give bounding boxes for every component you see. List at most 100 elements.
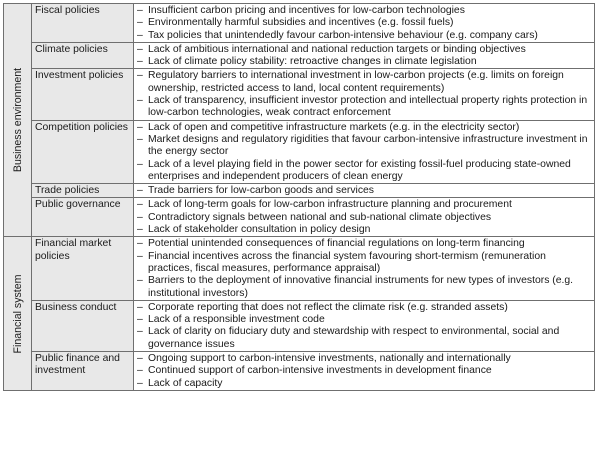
group-cell: Business environment: [3, 2, 32, 238]
list-item-text: Lack of capacity: [148, 377, 223, 389]
list-item: – Lack of clarity on fiduciary duty and s…: [137, 326, 591, 351]
list-item-text: Lack of a responsible investment code: [148, 314, 325, 326]
list-item: – Lack of ambitious international and nat…: [137, 44, 591, 56]
category-cell: Investment policies: [31, 68, 134, 121]
list-item-text: Ongoing support to carbon-intensive inve…: [148, 353, 511, 365]
category-cell: Trade policies: [31, 183, 134, 199]
dash-bullet: –: [137, 95, 143, 107]
list-item-text: Lack of ambitious international and nati…: [148, 43, 526, 55]
list-item: – Lack of long-term goals for low-carbon …: [137, 199, 591, 211]
dash-bullet: –: [137, 314, 143, 326]
list-item-text: Market designs and regulatory rigidities…: [148, 133, 588, 158]
list-item: – Barriers to the deployment of innovativ…: [137, 275, 591, 300]
dash-bullet: –: [137, 199, 143, 211]
list-item: – Corporate reporting that does not refle…: [137, 302, 591, 314]
list-item: – Financial incentives across the financi…: [137, 251, 591, 276]
list-item-text: Lack of climate policy stability: retroa…: [148, 56, 477, 68]
dash-bullet: –: [137, 365, 143, 377]
dash-bullet: –: [137, 238, 143, 250]
category-cell: Financial market policies: [31, 236, 134, 301]
list-item-text: Lack of stakeholder consultation in poli…: [148, 224, 371, 236]
list-item-text: Tax policies that unintendedly favour ca…: [148, 29, 538, 41]
list-item: – Ongoing support to carbon-intensive inv…: [137, 353, 591, 365]
category-cell: Business conduct: [31, 299, 134, 353]
dash-bullet: –: [137, 29, 143, 41]
dash-bullet: –: [137, 211, 143, 223]
table-row: Business environment Fiscal policies – Insu…: [3, 2, 595, 238]
policy-table-body: Business environment Fiscal policies – Insu…: [3, 2, 595, 391]
table-row: Public governance – Lack of long-term goal…: [4, 197, 595, 238]
list-item: – Trade barriers for low-carbon goods and…: [137, 185, 591, 197]
table-row: Public finance and investment – Ongoing su…: [4, 351, 595, 391]
list-item: – Lack of a responsible investment code: [137, 314, 591, 326]
dash-bullet: –: [137, 326, 143, 338]
table-row: Trade policies – Trade barriers for low-ca…: [4, 183, 595, 199]
group-label: Financial system: [11, 274, 24, 354]
list-item: – Lack of a level playing field in the po…: [137, 159, 591, 184]
list-item-text: Potential unintended consequences of fin…: [148, 238, 525, 250]
list-item: – Lack of capacity: [137, 378, 591, 390]
items-cell: – Corporate reporting that does not refle…: [133, 299, 595, 353]
list-item-text: Financial incentives across the financia…: [148, 250, 546, 274]
dash-bullet: –: [137, 377, 143, 389]
table-row: Business conduct – Corporate reporting tha…: [4, 299, 595, 353]
list-item-text: Insufficient carbon pricing and incentiv…: [148, 5, 465, 16]
group-label: Business environment: [11, 68, 24, 173]
list-item: – Lack of stakeholder consultation in pol…: [137, 224, 591, 236]
items-cell: – Lack of ambitious international and nat…: [133, 41, 595, 70]
dash-bullet: –: [137, 275, 143, 287]
dash-bullet: –: [137, 43, 143, 55]
dash-bullet: –: [137, 224, 143, 236]
table-row: Competition policies – Lack of open and co…: [4, 119, 595, 185]
table-row: Financial system Financial market policie…: [3, 236, 595, 391]
dash-bullet: –: [137, 5, 143, 16]
list-item-text: Environmentally harmful subsidies and in…: [148, 17, 454, 29]
category-cell: Climate policies: [31, 41, 134, 70]
category-label: Trade policies: [35, 185, 100, 197]
list-item-text: Lack of long-term goals for low-carbon i…: [148, 199, 512, 211]
group-cell: Financial system: [3, 236, 32, 391]
list-item-text: Lack of clarity on fiduciary duty and st…: [148, 326, 560, 350]
items-cell: – Potential unintended consequences of fi…: [133, 236, 595, 301]
dash-bullet: –: [137, 17, 143, 29]
list-item: – Tax policies that unintendedly favour c…: [137, 30, 591, 42]
list-item: – Potential unintended consequences of fi…: [137, 238, 591, 250]
list-item-text: Lack of open and competitive infrastruct…: [148, 121, 520, 133]
list-item-text: Barriers to the deployment of innovative…: [148, 275, 574, 299]
dash-bullet: –: [137, 301, 143, 313]
items-cell: – Ongoing support to carbon-intensive inv…: [133, 351, 595, 391]
items-cell: – Trade barriers for low-carbon goods and…: [133, 183, 595, 199]
list-item: – Lack of open and competitive infrastruc…: [137, 122, 591, 134]
list-item: – Lack of climate policy stability: retro…: [137, 56, 591, 68]
dash-bullet: –: [137, 121, 143, 133]
dash-bullet: –: [137, 158, 143, 170]
list-item: – Lack of transparency, insufficient inve…: [137, 95, 591, 120]
list-item-text: Lack of a level playing field in the pow…: [148, 158, 571, 182]
items-cell: – Insufficient carbon pricing and incenti…: [133, 3, 595, 43]
category-label: Climate policies: [35, 43, 108, 55]
category-label: Business conduct: [35, 301, 117, 313]
dash-bullet: –: [137, 250, 143, 262]
list-item-text: Lack of transparency, insufficient inves…: [148, 95, 588, 119]
policy-barriers-table: Business environment Fiscal policies – Insu…: [3, 2, 595, 391]
dash-bullet: –: [137, 70, 143, 82]
category-label: Investment policies: [35, 70, 124, 82]
category-label: Competition policies: [35, 121, 128, 133]
list-item-text: Regulatory barriers to international inv…: [148, 70, 564, 94]
items-cell: – Regulatory barriers to international in…: [133, 68, 595, 121]
list-item-text: Trade barriers for low-carbon goods and …: [148, 185, 375, 197]
dash-bullet: –: [137, 56, 143, 68]
items-cell: – Lack of open and competitive infrastruc…: [133, 119, 595, 185]
category-cell: Public finance and investment: [31, 351, 134, 391]
list-item: – Market designs and regulatory rigiditie…: [137, 134, 591, 159]
category-label: Public finance and investment: [35, 353, 120, 377]
category-label: Financial market policies: [35, 238, 112, 262]
dash-bullet: –: [137, 353, 143, 365]
list-item-text: Continued support of carbon-intensive in…: [148, 365, 492, 377]
list-item-text: Contradictory signals between national a…: [148, 211, 492, 223]
table-row: Investment policies – Regulatory barriers …: [4, 68, 595, 121]
list-item-text: Corporate reporting that does not reflec…: [148, 301, 508, 313]
category-cell: Public governance: [31, 197, 134, 238]
category-cell: Fiscal policies: [31, 3, 134, 43]
